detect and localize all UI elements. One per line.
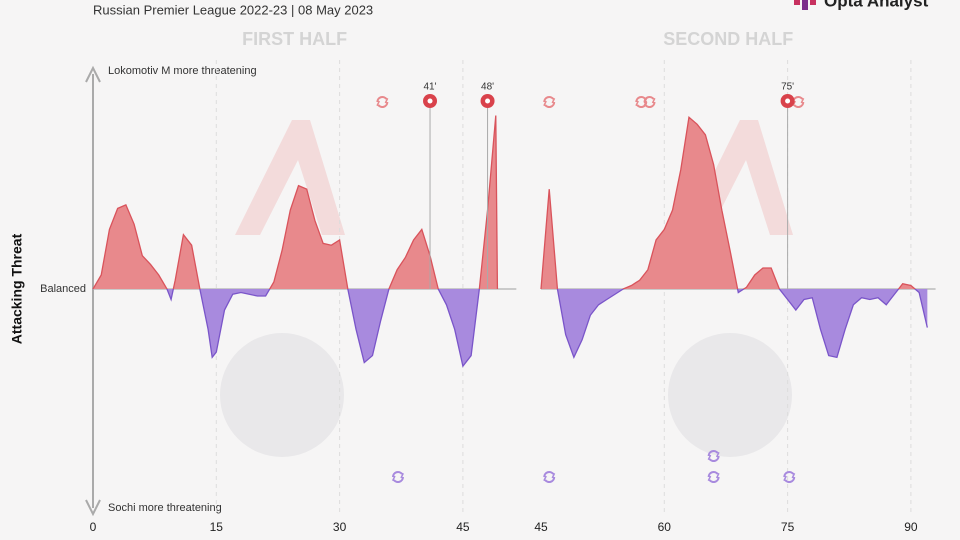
x-tick-label: 45 — [456, 520, 470, 534]
sub-arrow-head — [376, 96, 389, 108]
sub-arrow-head — [543, 471, 556, 483]
arrow-head — [85, 65, 101, 83]
x-tick-label: 15 — [210, 520, 224, 534]
x-tick-label: 60 — [658, 520, 672, 534]
substitution-icon — [543, 96, 556, 108]
area-above — [93, 115, 498, 289]
substitution-icon — [707, 450, 720, 462]
logo-block — [794, 0, 800, 5]
x-tick-label: 45 — [534, 520, 548, 534]
panel-title: FIRST HALF — [242, 29, 347, 49]
sub-arrow-head — [391, 471, 404, 483]
watermark-logo — [220, 333, 344, 457]
goal-ball-center — [785, 98, 791, 104]
subtitle: Russian Premier League 2022-23 | 08 May … — [93, 2, 373, 17]
y-axis: Attacking Threat Balanced Lokomotiv M mo… — [9, 65, 257, 517]
sub-arrow-head — [643, 96, 656, 108]
x-tick-label: 90 — [904, 520, 918, 534]
area-below — [541, 289, 928, 358]
substitution-icon — [783, 471, 796, 483]
y-axis-label: Attacking Threat — [9, 233, 25, 344]
x-tick-label: 75 — [781, 520, 795, 534]
substitution-icon — [391, 471, 404, 483]
sub-arrow-head — [707, 471, 720, 483]
substitution-icon — [543, 471, 556, 483]
x-tick-label: 30 — [333, 520, 347, 534]
panel-title: SECOND HALF — [663, 29, 793, 49]
watermark-logo — [668, 333, 792, 457]
line-above — [92, 115, 499, 289]
center-label: Balanced — [40, 283, 86, 295]
sub-arrow-head — [707, 450, 720, 462]
arrow-head — [85, 499, 101, 517]
sub-arrow-head — [543, 96, 556, 108]
logo-block — [802, 0, 808, 10]
line-above — [540, 116, 917, 289]
x-tick-label: 0 — [90, 520, 97, 534]
sub-arrow-head — [783, 471, 796, 483]
substitution-icon — [792, 96, 805, 108]
goal-label: 48' — [481, 82, 494, 93]
watermark-logo — [235, 120, 345, 235]
goal-label: 75' — [781, 82, 794, 93]
goal-ball-center — [485, 98, 491, 104]
substitution-icon — [643, 96, 656, 108]
goal-ball-center — [427, 98, 433, 104]
substitution-icon — [707, 471, 720, 483]
brand: Opta Analyst — [824, 0, 929, 10]
substitution-icon — [376, 96, 389, 108]
line-below — [541, 289, 928, 360]
goal-label: 41' — [423, 82, 436, 93]
logo-block — [810, 0, 816, 5]
bottom-label: Sochi more threatening — [108, 502, 222, 514]
top-label: Lokomotiv M more threatening — [108, 65, 257, 77]
area-below — [93, 289, 498, 367]
brand-logo: Opta Analyst — [794, 0, 929, 10]
